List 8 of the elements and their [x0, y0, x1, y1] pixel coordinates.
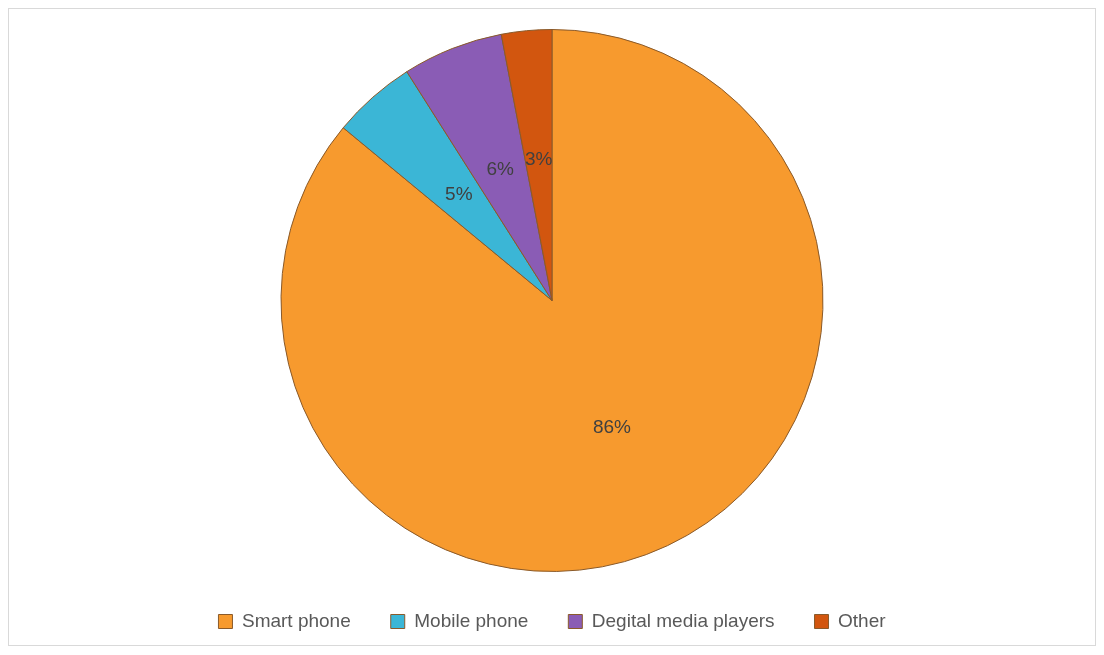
data-label: 3% [525, 148, 553, 170]
data-label: 6% [486, 157, 514, 179]
legend-label: Other [838, 609, 887, 631]
data-label: 86% [592, 416, 632, 438]
legend-label: Degital media players [591, 609, 775, 631]
legend-label: Smart phone [241, 609, 351, 631]
legend-label: Mobile phone [414, 609, 529, 631]
data-label: 5% [445, 183, 473, 205]
